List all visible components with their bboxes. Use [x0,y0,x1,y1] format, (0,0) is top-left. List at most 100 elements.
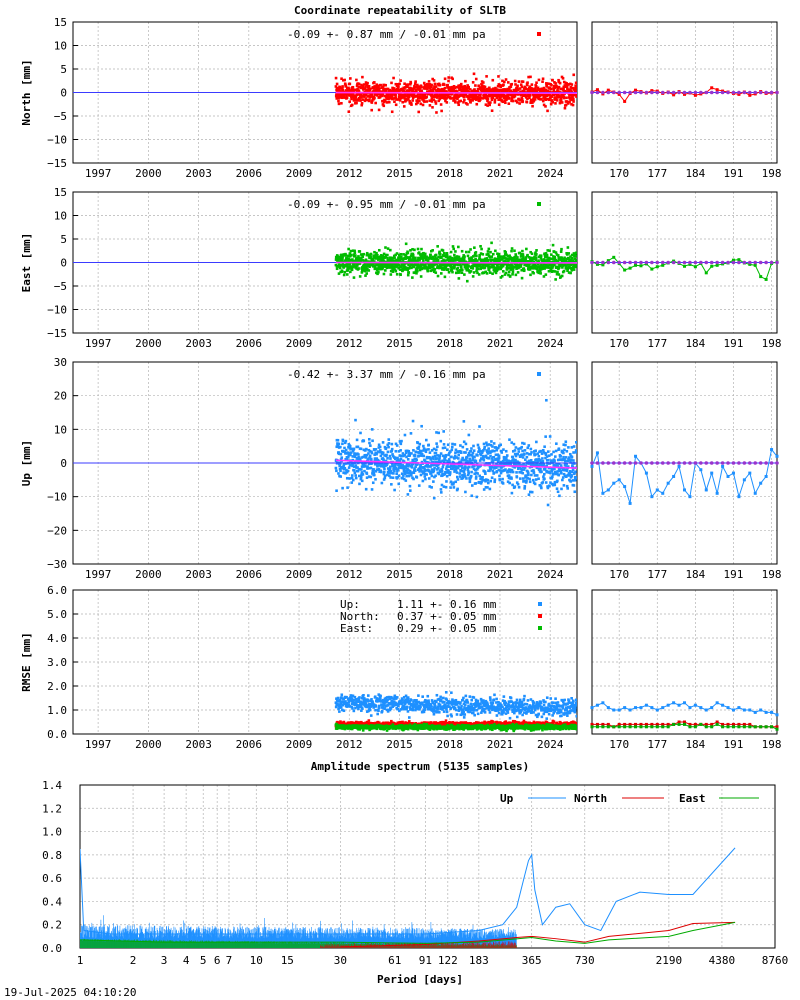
up-point [391,454,395,458]
east-point [431,265,435,268]
up-point [505,454,509,457]
up-point [448,460,451,463]
north-point [568,100,571,104]
north-point [537,78,541,82]
north-point [354,88,357,92]
north-point [478,99,481,103]
north-point [338,92,341,95]
east-point [466,266,469,269]
east-xtick-label: 2000 [135,337,162,350]
east-recent-trend-dot [699,260,703,265]
north-point [411,89,415,93]
rmse-up-point [392,700,396,703]
east-point [443,275,447,279]
north-point [378,90,382,93]
up-point [557,473,561,477]
north-point [430,83,433,87]
east-doy-label: 191 [724,337,744,350]
east-point [345,257,349,260]
rmse-ytick-label: 4.0 [47,632,67,645]
east-point [406,251,410,255]
up-point [454,451,457,455]
north-point [399,79,402,82]
up-point [343,466,347,470]
up-point [534,461,538,464]
east-point [482,263,486,266]
up-point [469,450,473,453]
east-point [342,273,346,277]
up-point [566,465,570,468]
up-point [491,449,494,453]
east-point [519,260,522,263]
east-recent-trend-dot [622,260,627,265]
up-xtick-label: 2003 [185,568,212,581]
up-point [458,464,462,468]
up-point [406,464,410,468]
up-recent-trend-dot [622,461,627,465]
east-point [464,262,467,266]
up-point [451,465,455,468]
up-recent-point [704,488,708,492]
north-point [394,103,398,107]
up-point [515,481,519,484]
east-point [398,258,402,262]
east-point [382,272,386,276]
rmse-points [334,691,577,733]
north-point [398,82,401,86]
north-recent-trend-dot [671,90,676,95]
up-point [535,440,538,444]
east-point [519,255,523,258]
up-point [534,449,537,453]
north-point [409,81,413,85]
north-point [428,86,432,90]
east-point [444,259,447,262]
up-recent-point [612,481,616,485]
north-point [465,88,468,91]
north-point [520,96,524,100]
up-point [338,467,342,471]
up-point [401,466,404,470]
east-point [547,269,551,273]
rmse-up-point [385,700,389,703]
east-point [416,247,420,251]
north-recent-trend-dot [650,90,654,95]
east-point [484,257,487,261]
east-point [393,256,396,260]
up-point [532,468,535,472]
north-point [506,81,510,84]
up-point [463,473,466,476]
north-point [544,88,548,92]
north-point [526,94,530,97]
up-recent-point [688,495,692,499]
up-point [423,467,426,471]
north-point [502,90,505,94]
north-point [336,87,340,90]
east-point [521,254,525,258]
up-point [396,468,400,471]
up-point [443,458,447,462]
up-point [389,476,392,479]
rmse-up-point [403,705,406,709]
up-doy-label: 198 [762,568,782,581]
up-point [482,488,486,491]
east-point [521,253,525,256]
east-point [346,254,350,258]
up-recent-point [634,454,638,458]
east-point [445,264,448,267]
east-point [406,268,410,272]
east-point [539,269,542,272]
up-recent-point [590,464,594,468]
east-point [521,259,524,263]
rmse-xtick-label: 1997 [85,738,112,751]
up-point [544,453,548,457]
north-point [447,95,450,99]
up-point [432,480,435,483]
rmse-up-point [376,712,379,716]
up-point [402,467,406,470]
east-recent-point [595,262,599,266]
north-point [417,85,420,88]
up-point [570,470,574,474]
up-point [439,488,443,491]
up-point [343,450,346,453]
north-point [438,92,441,96]
